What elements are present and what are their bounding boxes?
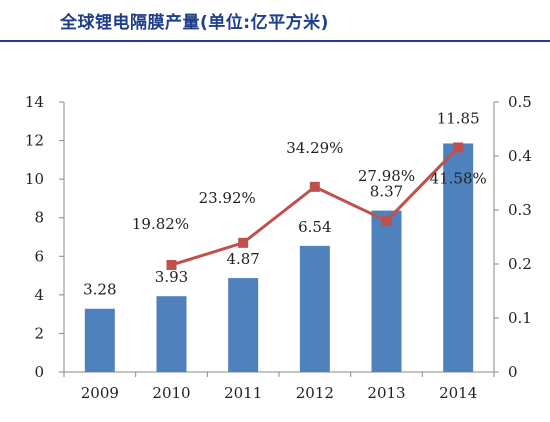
line-point bbox=[166, 259, 177, 270]
y-right-tick-label: 0.4 bbox=[508, 147, 532, 165]
bar bbox=[443, 143, 474, 372]
y-right-tick-label: 0.3 bbox=[508, 201, 532, 219]
line-data-label: 41.58% bbox=[430, 169, 487, 187]
y-left-tick-label: 14 bbox=[25, 93, 44, 111]
y-right-tick-label: 0.5 bbox=[508, 93, 532, 111]
bar-data-label: 6.54 bbox=[298, 218, 331, 236]
bar-data-label: 3.93 bbox=[155, 268, 188, 286]
line-data-label: 34.29% bbox=[286, 139, 343, 157]
bar bbox=[371, 210, 402, 372]
bar bbox=[84, 308, 115, 372]
bar-data-label: 8.37 bbox=[370, 183, 403, 201]
y-left-tick-label: 8 bbox=[34, 209, 44, 227]
bar bbox=[299, 245, 330, 372]
x-tick-label: 2014 bbox=[439, 384, 477, 402]
bar-data-label: 4.87 bbox=[226, 250, 259, 268]
x-tick-label: 2009 bbox=[81, 384, 119, 402]
bar-data-label: 11.85 bbox=[437, 109, 480, 127]
line-data-label: 23.92% bbox=[199, 189, 256, 207]
x-tick-label: 2011 bbox=[224, 384, 262, 402]
x-tick-label: 2012 bbox=[296, 384, 334, 402]
line-point bbox=[453, 142, 464, 153]
bar-data-label: 3.28 bbox=[83, 281, 116, 299]
line-point bbox=[309, 181, 320, 192]
chart-title: 全球锂电隔膜产量(单位:亿平方米) bbox=[60, 13, 329, 33]
x-tick-label: 2010 bbox=[152, 384, 190, 402]
y-left-tick-label: 6 bbox=[34, 247, 44, 265]
title-divider bbox=[0, 40, 550, 42]
line-data-label: 27.98% bbox=[358, 167, 415, 185]
line-data-label: 19.82% bbox=[132, 215, 189, 233]
line-point bbox=[381, 215, 392, 226]
y-left-tick-label: 4 bbox=[34, 286, 44, 304]
y-left-tick-label: 0 bbox=[34, 363, 44, 381]
y-right-tick-label: 0 bbox=[508, 363, 518, 381]
y-left-tick-label: 12 bbox=[25, 132, 44, 150]
x-tick-label: 2013 bbox=[367, 384, 405, 402]
y-left-tick-label: 2 bbox=[34, 324, 44, 342]
y-right-tick-label: 0.2 bbox=[508, 255, 532, 273]
bar bbox=[156, 296, 187, 372]
y-left-tick-label: 10 bbox=[25, 170, 44, 188]
line-point bbox=[238, 237, 249, 248]
y-right-tick-label: 0.1 bbox=[508, 309, 532, 327]
bar bbox=[228, 278, 259, 372]
